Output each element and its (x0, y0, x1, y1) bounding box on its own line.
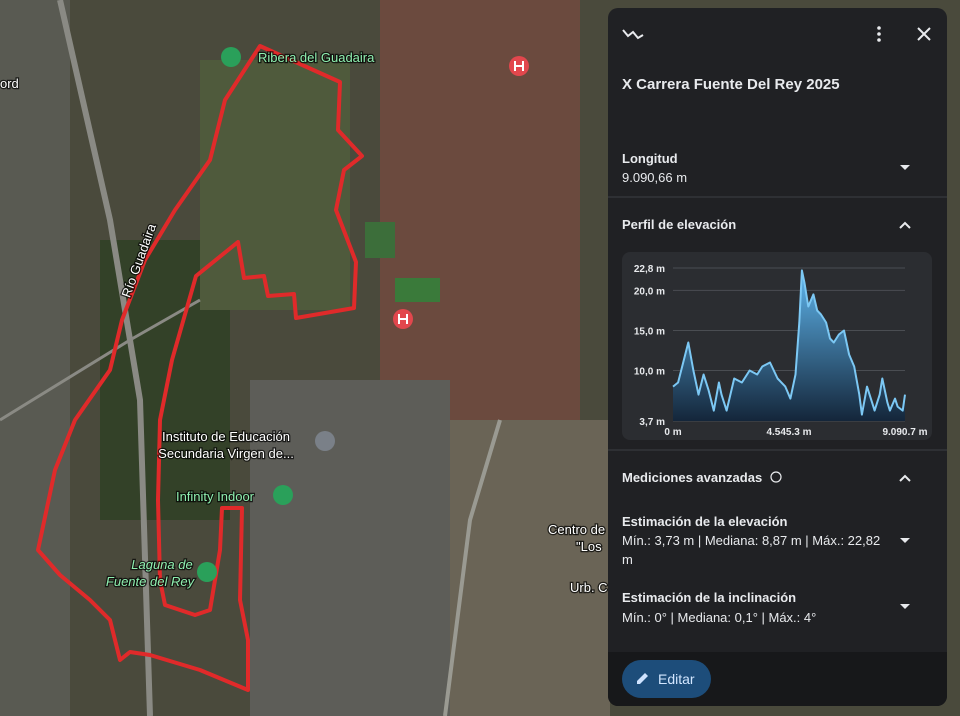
hospital-pin[interactable] (393, 309, 413, 329)
pin-icon (398, 314, 408, 324)
measure-label: Estimación de la inclinación (622, 590, 796, 605)
button-label: Editar (658, 671, 695, 687)
collapse-button[interactable] (899, 221, 911, 229)
y-tick-label: 22,8 m (634, 264, 665, 275)
map-label: Centro de (548, 522, 605, 537)
more-button[interactable] (877, 26, 881, 42)
place-pin[interactable] (273, 485, 293, 505)
road (443, 419, 502, 716)
urban-area (380, 0, 580, 420)
measure-label: Estimación de la elevación (622, 514, 788, 529)
section-label: Perfil de elevación (622, 217, 736, 232)
expand-button[interactable] (900, 165, 910, 170)
pool (365, 222, 395, 258)
map-label[interactable]: Infinity Indoor (175, 488, 256, 506)
edit-button[interactable]: Editar (622, 660, 711, 698)
elevation-chart[interactable]: 22,8 m 20,0 m 15,0 m 10,0 m 3,7 m0 m 4.545.3 … (634, 264, 928, 438)
y-tick-label: 10,0 m (634, 367, 665, 378)
dot (877, 38, 881, 42)
length-value: 9.090,66 m (622, 170, 687, 185)
y-tick-label: 3,7 m (639, 417, 665, 428)
vegetation (200, 60, 350, 310)
route-title: X Carrera Fuente Del Rey 2025 (622, 76, 840, 93)
park-pin[interactable] (197, 562, 217, 582)
map-label: Urb. C (570, 580, 608, 595)
y-tick-label: 20,0 m (634, 286, 665, 297)
map-label[interactable]: Fuente del Rey (105, 573, 197, 591)
field (395, 278, 440, 302)
map-label: ord (0, 76, 19, 91)
measure-box: Mín.: 3,73 m | Mediana: 8,87 m | Máx.: 2… (622, 533, 881, 567)
y-tick-label: 15,0 m (634, 326, 665, 337)
button-background (622, 660, 711, 698)
edit-icon (637, 673, 648, 684)
section-label: Longitud (622, 151, 678, 166)
park-pin[interactable] (221, 47, 241, 67)
road (0, 298, 201, 422)
section-label: Mediciones avanzadas (622, 470, 762, 485)
pin-icon (514, 61, 524, 71)
close-button[interactable] (917, 27, 931, 41)
elevation-line (672, 269, 906, 416)
expand-button[interactable] (900, 604, 910, 609)
map-label[interactable]: Instituto de Educación (161, 428, 291, 446)
measure-text: Mín.: 0° | Mediana: 0,1° | Máx.: 4° (622, 610, 816, 625)
x-tick-label: 0 m (664, 427, 681, 438)
dot (877, 32, 881, 36)
hospital-pin[interactable] (509, 56, 529, 76)
x-tick-label: 9.090.7 m (882, 427, 927, 438)
measure-text: Mín.: 3,73 m | Mediana: 8,87 m | Máx.: 2… (622, 533, 881, 567)
suburb-area (440, 420, 610, 716)
info-icon[interactable] (770, 471, 782, 483)
map-label: "Los (576, 539, 602, 554)
industrial-area (250, 380, 450, 716)
elevation-area (673, 270, 905, 421)
map-label[interactable]: Secundaria Virgen de... (157, 445, 295, 463)
x-tick-label: 4.545.3 m (766, 427, 811, 438)
map-label[interactable]: Laguna de (130, 556, 194, 574)
dot (877, 26, 881, 30)
route[interactable] (36, 44, 364, 692)
collapse-button[interactable] (899, 474, 911, 482)
side-panel: X Carrera Fuente Del Rey 2025 Longitud 9… (608, 8, 947, 706)
map-label[interactable]: Ribera del Guadaira (257, 49, 377, 67)
route-icon (622, 29, 644, 40)
school-pin[interactable] (315, 431, 335, 451)
expand-button[interactable] (900, 538, 910, 543)
industrial-area (0, 0, 70, 716)
